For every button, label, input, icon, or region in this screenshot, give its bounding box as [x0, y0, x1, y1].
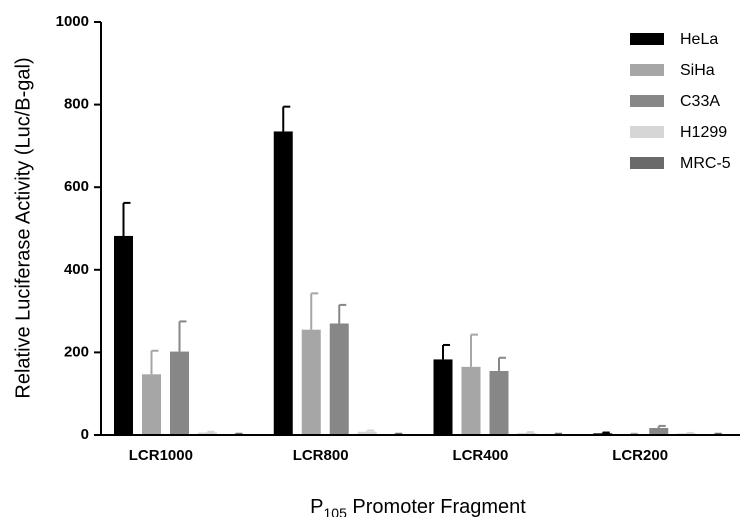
- x-category-labels: LCR1000 LCR800 LCR400 LCR200: [129, 447, 668, 464]
- y-tick-label: 1000: [56, 13, 89, 30]
- bar-hela-lcr800: [273, 131, 293, 435]
- bar-h1299-lcr1000: [198, 432, 217, 435]
- bar-hela-lcr400: [433, 359, 453, 435]
- legend-label-siha: SiHa: [680, 62, 715, 79]
- error-bars-layer: [122, 105, 722, 435]
- x-tick-label-lcr800: LCR800: [293, 447, 349, 464]
- y-tick-label: 0: [81, 426, 89, 443]
- bar-c33a-lcr200: [649, 427, 669, 435]
- legend-swatch-mrc-5: [630, 157, 664, 169]
- bar-hela-lcr1000: [114, 235, 133, 435]
- legend-swatch-hela: [630, 33, 664, 45]
- legend-label-h1299: H1299: [680, 124, 727, 141]
- y-tick-label: 600: [64, 178, 89, 195]
- legend-swatch-c33a: [630, 95, 664, 107]
- legend-swatch-h1299: [630, 126, 664, 138]
- bar-c33a-lcr400: [489, 370, 509, 435]
- y-axis-title: Relative Luciferase Activity (Luc/B-gal): [12, 57, 34, 398]
- bar-h1299-lcr400: [517, 432, 537, 435]
- legend-label-mrc-5: MRC-5: [680, 155, 731, 172]
- x-axis-title-rest: Promoter Fragment: [347, 496, 526, 517]
- bar-siha-lcr800: [301, 329, 321, 435]
- legend-label-hela: HeLa: [680, 31, 718, 48]
- legend-label-c33a: C33A: [680, 93, 720, 110]
- y-tick-label: 800: [64, 96, 89, 113]
- x-axis-title-subscript: 105: [324, 505, 348, 517]
- x-tick-label-lcr400: LCR400: [452, 447, 508, 464]
- bar-siha-lcr400: [461, 366, 481, 435]
- x-axis-title: P105 Promoter Fragment: [310, 496, 526, 517]
- bar-siha-lcr1000: [142, 374, 161, 435]
- y-tick-label: 200: [64, 343, 89, 360]
- legend-swatch-siha: [630, 64, 664, 76]
- y-ticks: 0 200 400 600 800 1000: [56, 13, 101, 443]
- bar-c33a-lcr1000: [170, 351, 189, 435]
- bars-layer: [114, 131, 725, 435]
- y-tick-label: 400: [64, 261, 89, 278]
- x-tick-label-lcr200: LCR200: [612, 447, 668, 464]
- bar-h1299-lcr800: [357, 431, 377, 435]
- x-axis-title-main: P: [310, 496, 323, 517]
- legend: HeLa SiHa C33A H1299 MRC-5: [630, 31, 731, 172]
- x-tick-label-lcr1000: LCR1000: [129, 447, 193, 464]
- bar-c33a-lcr800: [329, 323, 349, 435]
